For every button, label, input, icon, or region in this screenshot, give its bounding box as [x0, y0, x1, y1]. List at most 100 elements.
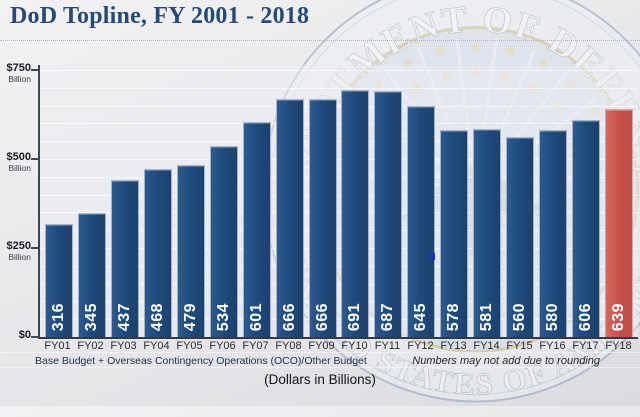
bar-value-label: 666 — [277, 303, 303, 331]
x-axis-label: FY09 — [305, 340, 338, 352]
x-axis-label: FY03 — [107, 340, 140, 352]
bar: 437 — [111, 180, 139, 337]
bar-slot: 468 — [142, 65, 175, 337]
x-axis-label: FY11 — [371, 340, 404, 352]
bar-value: 345 — [83, 303, 101, 331]
cursor-artifact — [431, 253, 435, 260]
y-axis-value: $250 — [7, 241, 31, 253]
bar: 687 — [374, 91, 402, 337]
bar-value: 437 — [116, 303, 134, 331]
bar-value: 645 — [412, 303, 430, 331]
bar-slot: 666 — [306, 65, 339, 337]
bar-value: 468 — [149, 303, 167, 331]
plot-area: 316 345 437 468 479 534 601 666 666 691 687 645 578 5… — [38, 65, 638, 339]
bar-value-label: 639 — [606, 303, 632, 331]
units-caption: (Dollars in Billions) — [0, 372, 640, 387]
bar: 601 — [243, 122, 271, 337]
x-axis-label: FY08 — [272, 340, 305, 352]
bar-value-label: 578 — [441, 303, 467, 331]
bar-value-label: 534 — [211, 303, 237, 331]
bar-value: 666 — [314, 303, 332, 331]
x-axis-label: FY18 — [602, 340, 635, 352]
bar-value: 606 — [577, 303, 595, 331]
bar-slot: 437 — [109, 65, 142, 337]
bar: 580 — [539, 130, 567, 337]
bar-slot: 691 — [339, 65, 372, 337]
bar: 666 — [309, 99, 337, 337]
bar-slot: 316 — [43, 65, 76, 337]
bar-slot: 479 — [175, 65, 208, 337]
bar: 645 — [407, 106, 435, 337]
y-axis-value: $750 — [7, 63, 31, 75]
bar-value-label: 687 — [375, 303, 401, 331]
bar-value: 534 — [215, 303, 233, 331]
bar-slot: 578 — [438, 65, 471, 337]
bar: 316 — [45, 224, 73, 337]
bar-value-label: 606 — [573, 303, 599, 331]
bar-value: 580 — [544, 303, 562, 331]
x-axis-label: FY12 — [404, 340, 437, 352]
bar: 468 — [144, 169, 172, 337]
bar-value-label: 468 — [145, 303, 171, 331]
y-axis-label: $0 — [19, 330, 31, 342]
bar-value-label: 479 — [178, 303, 204, 331]
bar-slot: 687 — [372, 65, 405, 337]
bar: 534 — [210, 146, 238, 337]
y-axis-value: $0 — [19, 330, 31, 342]
bar-value-label: 345 — [79, 303, 105, 331]
page-title: DoD Topline, FY 2001 - 2018 — [10, 3, 309, 30]
bar-value: 691 — [346, 303, 364, 331]
x-axis-label: FY01 — [41, 340, 74, 352]
bar-value: 578 — [445, 303, 463, 331]
bar-slot: 560 — [503, 65, 536, 337]
bar-value-label: 560 — [507, 303, 533, 331]
x-axis-label: FY17 — [569, 340, 602, 352]
x-axis-label: FY05 — [173, 340, 206, 352]
x-axis-label: FY06 — [206, 340, 239, 352]
x-axis-label: FY14 — [470, 340, 503, 352]
y-axis-unit: Billion — [7, 164, 31, 173]
bar-value-label: 316 — [46, 303, 72, 331]
bar-slot: 580 — [536, 65, 569, 337]
bar-highlighted: 639 — [605, 109, 633, 337]
x-axis-label: FY02 — [74, 340, 107, 352]
bar: 578 — [440, 130, 468, 337]
footnote-rounding: Numbers may not add due to rounding — [412, 355, 600, 367]
bar-slot: 606 — [569, 65, 602, 337]
x-axis-label: FY16 — [536, 340, 569, 352]
bar: 479 — [177, 165, 205, 337]
bar-slot: 581 — [471, 65, 504, 337]
bar-value-label: 437 — [112, 303, 138, 331]
bar-value-label: 691 — [342, 303, 368, 331]
bar: 345 — [78, 213, 106, 337]
bar-value-label: 581 — [474, 303, 500, 331]
bar-value-label: 601 — [244, 303, 270, 331]
y-tick-mark — [31, 158, 38, 160]
bar-slot: 534 — [207, 65, 240, 337]
x-axis-label: FY07 — [239, 340, 272, 352]
bar-value: 316 — [50, 303, 68, 331]
bar: 581 — [473, 129, 501, 337]
bar: 606 — [572, 120, 600, 337]
bar-value: 687 — [379, 303, 397, 331]
x-axis-label: FY15 — [503, 340, 536, 352]
y-tick-mark — [31, 69, 38, 71]
bars: 316 345 437 468 479 534 601 666 666 691 687 645 578 5… — [40, 65, 638, 337]
bar-slot: 645 — [405, 65, 438, 337]
y-tick-mark — [31, 247, 38, 249]
bar-value: 666 — [281, 303, 299, 331]
bar-value-label: 645 — [408, 303, 434, 331]
bar-slot: 666 — [273, 65, 306, 337]
bar-slot: 601 — [240, 65, 273, 337]
slide: ★★★★★★★★★★★★★★★★★★★★★★★★ EPARTMENT OF DE… — [0, 0, 640, 406]
y-axis-unit: Billion — [7, 253, 31, 262]
x-axis-label: FY04 — [140, 340, 173, 352]
bar-slot: 639 — [602, 65, 635, 337]
y-axis-value: $500 — [7, 152, 31, 164]
